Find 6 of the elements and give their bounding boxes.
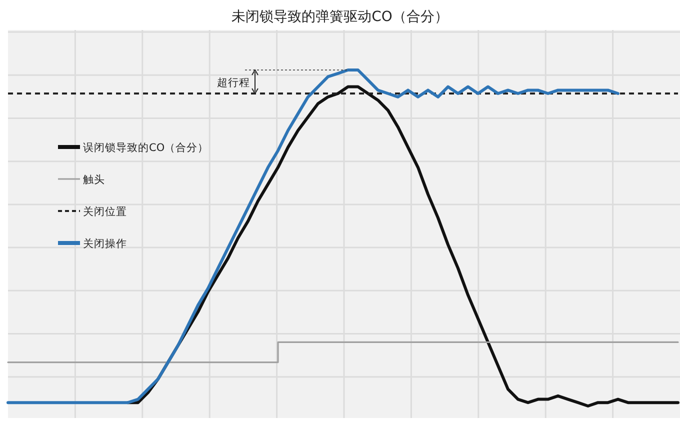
annotation: 超行程 [217, 76, 250, 89]
legend-label: 关闭操作 [83, 237, 127, 250]
legend-label: 触头 [83, 173, 105, 186]
chart-title: 未闭锁导致的弹簧驱动CO（合分） [232, 9, 448, 25]
legend-label: 关闭位置 [83, 205, 127, 218]
legend-label: 误闭锁导致的CO（合分） [83, 141, 209, 154]
